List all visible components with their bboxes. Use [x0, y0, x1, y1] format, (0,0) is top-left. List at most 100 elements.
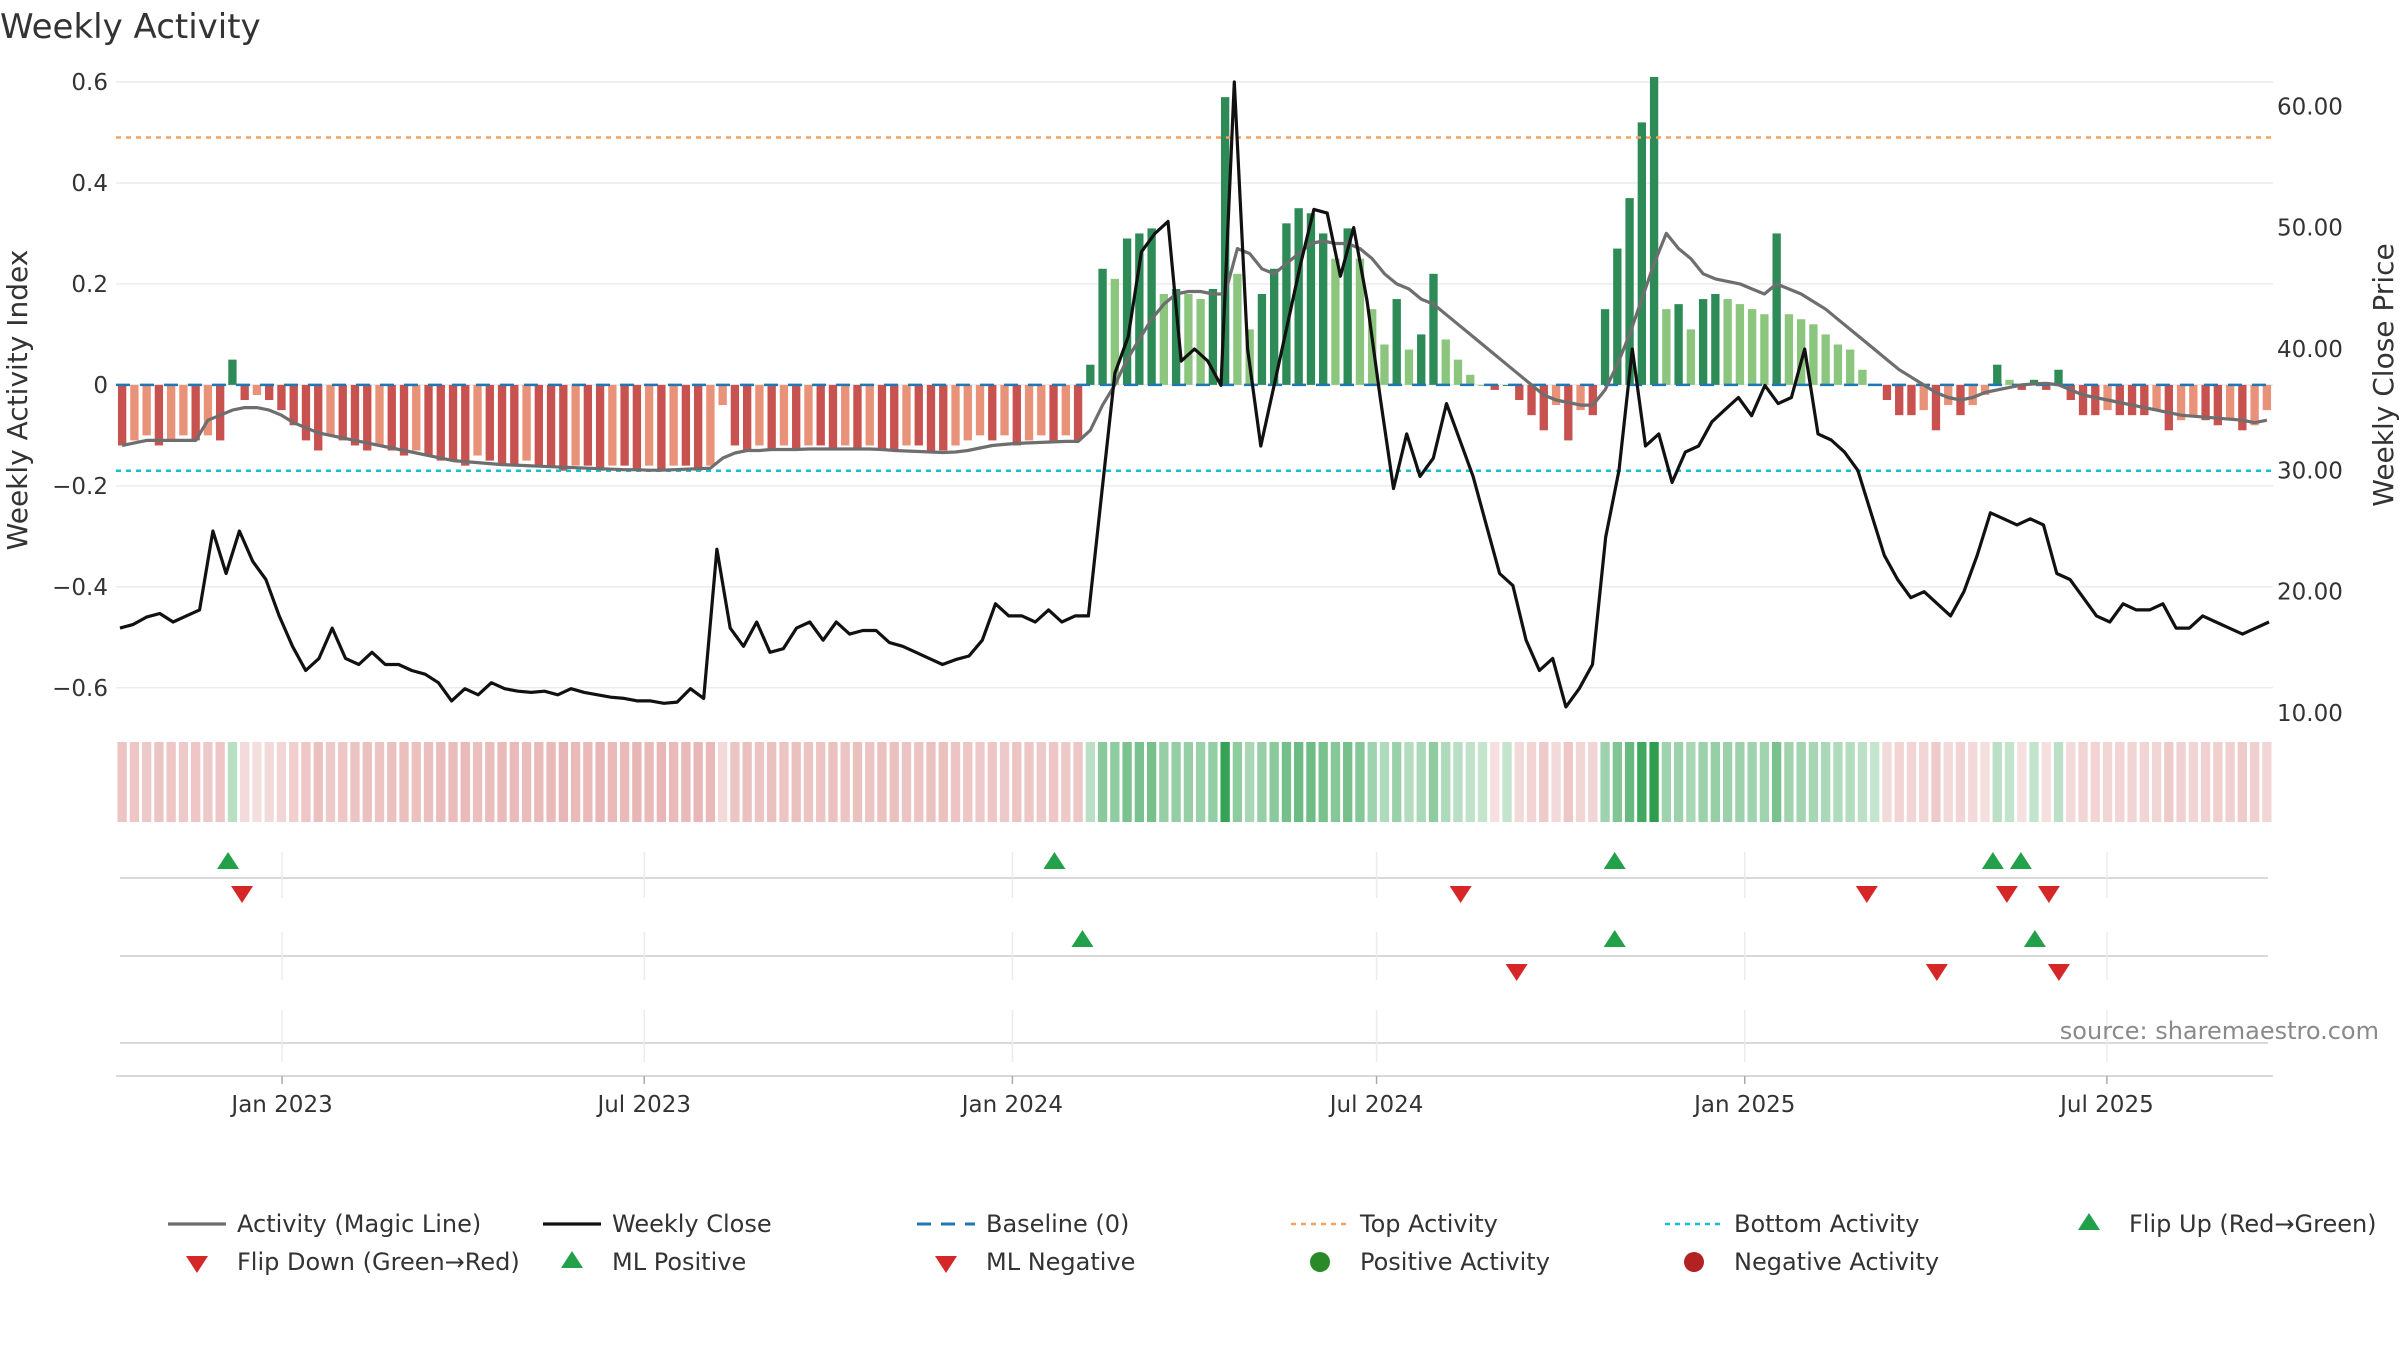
- activity-bar: [1686, 329, 1696, 385]
- activity-bar: [1674, 304, 1683, 385]
- activity-bar: [1282, 223, 1291, 385]
- legend-item: Activity (Magic Line): [168, 1210, 481, 1238]
- heat-cell: [1195, 742, 1206, 822]
- legend-item: ML Positive: [561, 1248, 746, 1276]
- activity-bar: [1625, 198, 1634, 385]
- heat-cell: [1980, 742, 1990, 822]
- flip-down-marker: [1449, 886, 1472, 903]
- activity-bar: [1527, 384, 1536, 416]
- heat-cell: [485, 742, 495, 822]
- heat-cell: [1146, 742, 1157, 822]
- heat-cell: [1784, 742, 1794, 822]
- activity-bar: [2238, 384, 2247, 431]
- activity-bar: [117, 384, 127, 446]
- flip-up-marker: [1603, 852, 1626, 869]
- ml-negative-marker: [1925, 964, 1948, 981]
- heat-cell: [1882, 742, 1892, 822]
- heat-cell: [1502, 742, 1512, 822]
- activity-bar: [1796, 319, 1806, 385]
- heat-cell: [2053, 742, 2064, 822]
- heat-cell: [509, 742, 519, 822]
- activity-bar: [1809, 324, 1818, 385]
- heat-cell: [2102, 742, 2113, 822]
- heat-cell: [1857, 742, 1868, 822]
- activity-bar: [559, 384, 568, 471]
- heat-cell: [1796, 742, 1806, 822]
- heat-cell: [1416, 742, 1426, 822]
- legend-item: Negative Activity: [1684, 1248, 1939, 1276]
- activity-bar: [1919, 384, 1928, 411]
- heat-cell: [975, 742, 985, 822]
- activity-bar: [2225, 384, 2235, 421]
- heat-cell: [1159, 742, 1169, 822]
- heat-cell: [1330, 742, 1341, 822]
- heat-cell: [865, 742, 875, 822]
- legend-label: Top Activity: [1359, 1210, 1498, 1238]
- heat-cell: [117, 742, 127, 822]
- activity-bar: [301, 384, 311, 441]
- heat-cell: [2237, 742, 2248, 822]
- heat-cell: [2078, 742, 2088, 822]
- activity-bar: [228, 359, 237, 385]
- activity-bar: [1135, 233, 1144, 385]
- activity-bar: [2140, 384, 2149, 416]
- heat-cell: [705, 742, 716, 822]
- activity-bar: [1466, 374, 1475, 385]
- heat-cell: [1649, 742, 1659, 822]
- heat-cell: [632, 742, 642, 822]
- x-axis: Jan 2023 Jul 2023 Jan 2024 Jul 2024 Jan 2025…: [229, 1076, 2154, 1118]
- heat-cell: [387, 742, 397, 822]
- activity-bar: [1049, 384, 1058, 441]
- heat-cell: [1539, 742, 1549, 822]
- activity-bars: [117, 76, 2272, 471]
- flip-up-marker: [1043, 852, 1066, 869]
- heat-cell: [1465, 742, 1475, 822]
- heat-cell: [1012, 742, 1022, 822]
- activity-bar: [1515, 384, 1524, 401]
- legend-swatch-triangle-up: [561, 1251, 583, 1268]
- activity-bar: [767, 384, 776, 451]
- legend-item: Weekly Close: [543, 1210, 772, 1238]
- activity-bar: [448, 384, 458, 461]
- right-tick-label: 60.00: [2277, 94, 2343, 120]
- heat-cell: [1453, 742, 1463, 822]
- heat-cell: [1759, 742, 1770, 822]
- heat-cell: [1232, 742, 1243, 822]
- activity-bar: [951, 384, 960, 446]
- heat-cell: [1600, 742, 1610, 822]
- heat-cell: [2151, 742, 2162, 822]
- activity-bar: [1086, 364, 1095, 385]
- heat-cell: [889, 742, 899, 822]
- activity-bar: [1502, 384, 1512, 386]
- heat-cell: [374, 742, 385, 822]
- activity-bar: [1747, 309, 1757, 385]
- activity-bar: [461, 384, 470, 466]
- activity-bar: [779, 384, 789, 446]
- weekly-close-line: [119, 80, 2270, 709]
- left-tick-label: 0.2: [71, 272, 108, 298]
- heat-cell: [154, 742, 164, 822]
- heat-cell: [963, 742, 973, 822]
- activity-bar: [1551, 384, 1561, 406]
- legend-item: ML Negative: [935, 1248, 1135, 1276]
- x-tick-label: Jan 2025: [1692, 1092, 1795, 1118]
- heat-cell: [472, 742, 483, 822]
- heat-cell: [717, 742, 728, 822]
- legend-label: Negative Activity: [1734, 1248, 1939, 1276]
- activity-bar: [399, 384, 409, 456]
- activity-bar: [166, 384, 176, 441]
- activity-bar: [1821, 334, 1830, 385]
- activity-bar: [1441, 339, 1450, 385]
- flip-down-marker: [231, 886, 254, 903]
- heat-cell: [595, 742, 605, 822]
- heat-cell: [2029, 742, 2039, 822]
- activity-bar: [289, 384, 298, 426]
- heat-cell: [301, 742, 311, 822]
- heat-cell: [2176, 742, 2186, 822]
- legend-label: Flip Up (Red→Green): [2129, 1210, 2377, 1238]
- heat-cell: [1097, 742, 1108, 822]
- activity-bar: [975, 384, 985, 436]
- activity-bar: [743, 384, 752, 451]
- heat-cell: [1955, 742, 1966, 822]
